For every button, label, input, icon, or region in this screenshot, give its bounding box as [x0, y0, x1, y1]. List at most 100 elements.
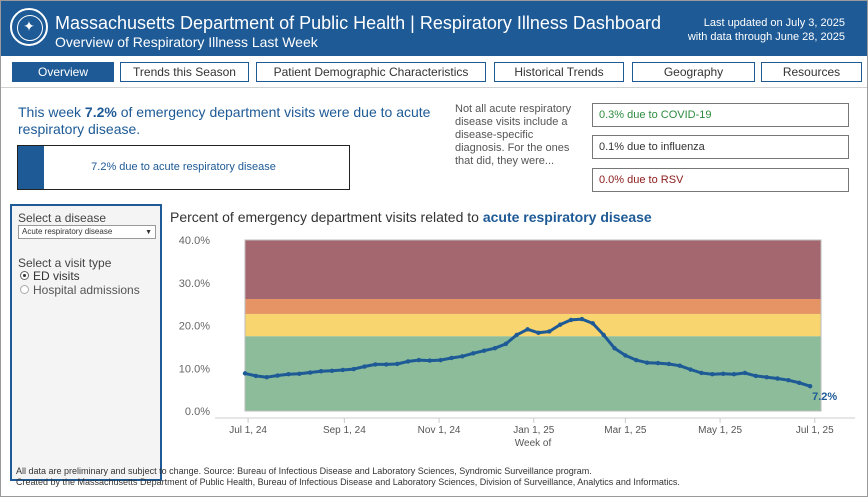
- summary-bar-fill: [18, 146, 44, 189]
- visit-type-label: Select a visit type: [18, 256, 112, 270]
- chart-title-emphasis: acute respiratory disease: [482, 209, 652, 225]
- summary-bar-label: 7.2% due to acute respiratory disease: [91, 161, 276, 173]
- threshold-band: [245, 313, 821, 337]
- data-point: [807, 384, 813, 389]
- data-point: [351, 366, 356, 372]
- radio-unselected-icon: [20, 285, 29, 294]
- data-point: [405, 359, 411, 364]
- covid-breakdown-box: 0.3% due to COVID-19: [592, 103, 849, 127]
- x-tick-label: Jul 1, 24: [229, 425, 267, 436]
- weekly-summary: This week 7.2% of emergency department v…: [18, 104, 438, 138]
- tab-geography[interactable]: Geography: [632, 62, 755, 82]
- radio-ed-visits-label: ED visits: [33, 269, 80, 283]
- summary-percent: 7.2%: [84, 104, 117, 120]
- y-tick-label: 0.0%: [185, 406, 210, 418]
- data-point: [710, 372, 715, 377]
- data-point: [568, 317, 574, 323]
- data-point: [623, 353, 628, 358]
- tab-trends-this-season[interactable]: Trends this Season: [120, 62, 249, 82]
- header-banner: ✦ Massachusetts Department of Public Hea…: [1, 1, 867, 56]
- data-point: [449, 355, 454, 361]
- data-point: [492, 345, 498, 351]
- footer-source: All data are preliminary and subject to …: [16, 466, 592, 476]
- data-point: [579, 316, 585, 322]
- data-point: [786, 378, 791, 383]
- tab-resources[interactable]: Resources: [761, 62, 862, 82]
- threshold-band: [245, 298, 821, 314]
- data-point: [427, 358, 432, 363]
- data-point: [340, 367, 346, 373]
- data-point: [242, 371, 248, 376]
- data-point: [677, 363, 682, 368]
- x-tick-label: Mar 1, 25: [604, 425, 647, 436]
- x-axis-label: Week of: [515, 438, 552, 449]
- filter-panel: Select a disease Acute respiratory disea…: [10, 204, 162, 481]
- data-point: [416, 357, 422, 363]
- radio-ed-visits[interactable]: ED visits: [20, 269, 80, 283]
- x-tick-label: Nov 1, 24: [418, 425, 461, 436]
- last-updated-date: Last updated on July 3, 2025: [703, 17, 845, 29]
- data-point: [699, 370, 704, 376]
- data-point: [394, 361, 400, 367]
- data-point: [644, 360, 650, 365]
- threshold-band: [245, 240, 821, 299]
- data-point: [308, 370, 313, 375]
- data-point: [601, 332, 606, 338]
- summary-suffix: of emergency department visits were due …: [18, 104, 431, 137]
- summary-bar: 7.2% due to acute respiratory disease: [17, 145, 350, 190]
- data-point: [471, 351, 476, 356]
- data-point: [547, 329, 552, 334]
- page-subtitle: Overview of Respiratory Illness Last Wee…: [55, 34, 318, 50]
- page-title: Massachusetts Department of Public Healt…: [55, 13, 661, 33]
- data-point: [373, 362, 378, 367]
- data-point: [275, 373, 280, 378]
- y-tick-label: 30.0%: [179, 278, 210, 290]
- data-point: [731, 372, 737, 377]
- chart-title-prefix: Percent of emergency department visits r…: [170, 209, 483, 225]
- state-seal-icon: ✦: [10, 8, 48, 46]
- x-tick-label: Jan 1, 25: [513, 425, 555, 436]
- nav-tabs: Overview Trends this Season Patient Demo…: [1, 56, 867, 88]
- rsv-breakdown-box: 0.0% due to RSV: [592, 168, 849, 192]
- data-point: [797, 380, 802, 385]
- data-point: [286, 372, 291, 377]
- last-updated: Last updated on July 3, 2025 with data t…: [688, 16, 845, 44]
- footer-notes: All data are preliminary and subject to …: [16, 466, 680, 488]
- data-point: [634, 357, 639, 363]
- disease-dropdown[interactable]: Acute respiratory disease ▼: [18, 225, 156, 239]
- radio-hospital-admissions[interactable]: Hospital admissions: [20, 283, 140, 297]
- data-point: [481, 348, 487, 353]
- data-point: [329, 368, 335, 374]
- data-point: [514, 332, 519, 338]
- data-point: [764, 375, 769, 380]
- data-point: [557, 322, 563, 327]
- x-tick-label: Sep 1, 24: [323, 425, 366, 436]
- diagnosis-note: Not all acute respiratory disease visits…: [455, 103, 572, 167]
- y-tick-label: 40.0%: [179, 235, 210, 247]
- chart-title: Percent of emergency department visits r…: [170, 209, 652, 225]
- data-point: [525, 327, 530, 332]
- data-point: [655, 360, 661, 366]
- data-point: [666, 361, 672, 367]
- data-point: [503, 341, 509, 347]
- data-point: [318, 369, 324, 374]
- data-point: [384, 362, 389, 367]
- data-point: [438, 357, 443, 363]
- end-value-label: 7.2%: [812, 391, 837, 403]
- tab-historical-trends[interactable]: Historical Trends: [494, 62, 624, 82]
- data-through-date: with data through June 28, 2025: [687, 31, 845, 43]
- radio-hospital-admissions-label: Hospital admissions: [33, 283, 140, 297]
- data-point: [264, 375, 269, 380]
- x-tick-label: May 1, 25: [698, 425, 742, 436]
- tab-overview[interactable]: Overview: [12, 62, 114, 82]
- x-tick-label: Jul 1, 25: [796, 425, 834, 436]
- trend-line-chart: 0.0% 10.0% 20.0% 30.0% 40.0% Jul 1, 24 Sep 1, …: [179, 235, 855, 449]
- footer-credit: Created by the Massachusetts Department …: [16, 477, 680, 487]
- disease-select-label: Select a disease: [18, 211, 107, 225]
- tab-patient-demographics[interactable]: Patient Demographic Characteristics: [256, 62, 486, 82]
- plot-area-border: [244, 239, 822, 412]
- influenza-breakdown-box: 0.1% due to influenza: [592, 135, 849, 159]
- y-tick-label: 10.0%: [179, 363, 210, 375]
- data-point: [590, 321, 595, 326]
- data-point: [775, 376, 780, 381]
